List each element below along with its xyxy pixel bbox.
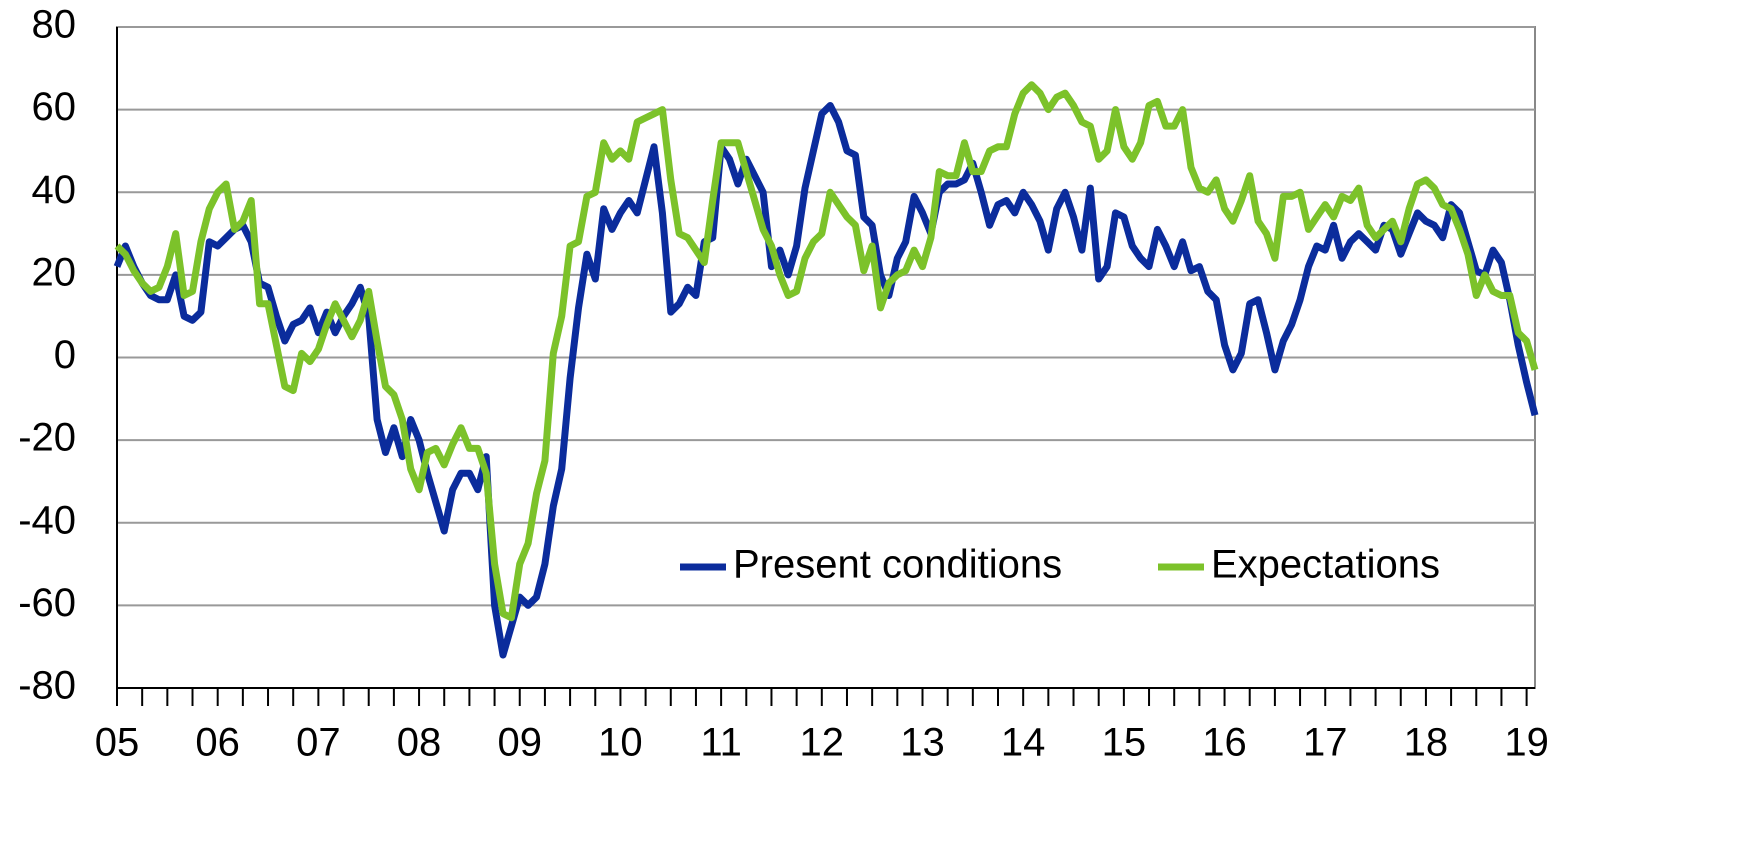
y-tick-label: 80	[32, 3, 77, 47]
legend-label: Expectations	[1211, 543, 1440, 587]
x-tick-label: 16	[1202, 721, 1247, 765]
y-tick-label: 0	[54, 333, 76, 377]
x-tick-label: 19	[1504, 721, 1549, 765]
legend-label: Present conditions	[733, 543, 1062, 587]
x-tick-label: 09	[497, 721, 542, 765]
x-tick-label: 12	[800, 721, 845, 765]
x-tick-label: 18	[1404, 721, 1449, 765]
x-tick-label: 11	[700, 721, 742, 765]
x-tick-label: 05	[95, 721, 140, 765]
x-tick-label: 06	[195, 721, 240, 765]
y-tick-label: -80	[18, 664, 76, 708]
x-tick-label: 08	[397, 721, 442, 765]
y-tick-label: -20	[18, 416, 76, 460]
x-tick-label: 14	[1001, 721, 1046, 765]
x-tick-label: 10	[598, 721, 643, 765]
y-tick-label: 40	[32, 168, 77, 212]
x-tick-label: 07	[296, 721, 341, 765]
series-line	[114, 81, 1539, 622]
x-tick-label: 15	[1102, 721, 1147, 765]
x-tick-label: 13	[900, 721, 945, 765]
y-tick-label: -60	[18, 581, 76, 625]
y-tick-label: 20	[32, 250, 77, 294]
x-tick-label: 17	[1303, 721, 1348, 765]
series-line	[113, 102, 1539, 659]
y-tick-label: 60	[32, 85, 77, 129]
y-tick-label: -40	[18, 498, 76, 542]
